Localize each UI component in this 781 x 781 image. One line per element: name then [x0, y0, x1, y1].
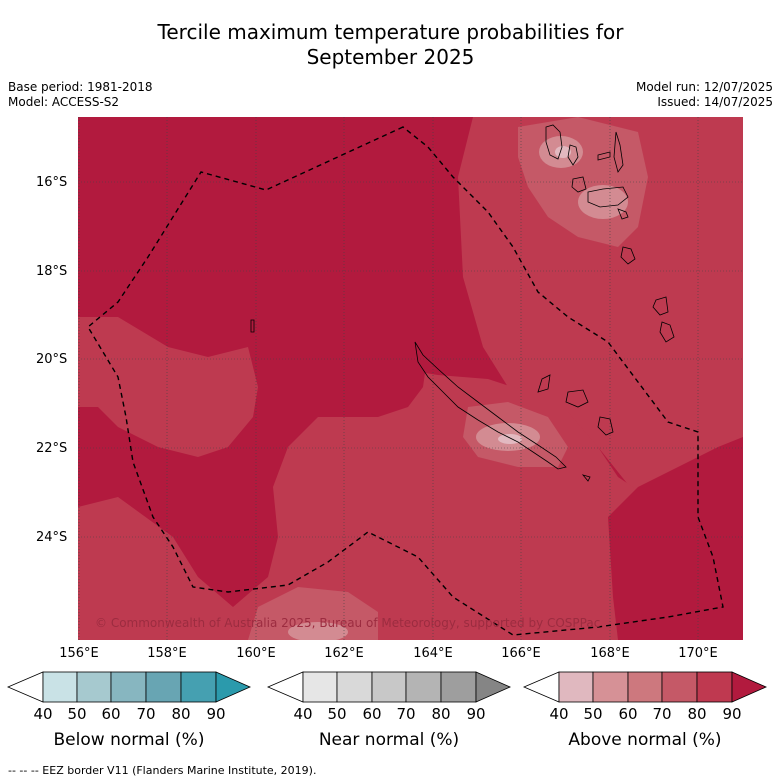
map-title: Tercile maximum temperature probabilitie… — [0, 20, 781, 70]
issued-date: Issued: 14/07/2025 — [657, 95, 773, 109]
tick-below-40: 40 — [33, 705, 53, 723]
copyright-text: © Commonwealth of Australia 2025, Bureau… — [95, 616, 600, 630]
colorbar-below-normal — [6, 671, 251, 703]
tick-above-40: 40 — [549, 705, 569, 723]
tick-near-80: 80 — [431, 705, 451, 723]
prob-region-70-south — [248, 587, 378, 640]
tick-near-70: 70 — [396, 705, 416, 723]
tick-below-70: 70 — [136, 705, 156, 723]
lon-label-156e: 156°E — [59, 646, 99, 661]
lon-label-162e: 162°E — [324, 646, 364, 661]
prob-region-80-central — [78, 367, 743, 640]
prob-region-90-central — [248, 117, 433, 417]
metadata-right: Model run: 12/07/2025 Issued: 14/07/2025 — [636, 80, 773, 110]
prob-region-80-west — [78, 317, 258, 457]
tick-near-90: 90 — [466, 705, 486, 723]
probability-map: © Commonwealth of Australia 2025, Bureau… — [78, 117, 743, 640]
tick-below-90: 90 — [206, 705, 226, 723]
base-period: Base period: 1981-2018 — [8, 80, 153, 94]
lat-label-22s: 22°S — [36, 441, 68, 456]
eez-border — [87, 126, 724, 636]
tick-near-60: 60 — [362, 705, 382, 723]
model-run: Model run: 12/07/2025 — [635, 80, 773, 94]
lat-label-20s: 20°S — [36, 352, 68, 367]
lat-label-24s: 24°S — [36, 530, 68, 545]
prob-region-60-vanuatu-south — [578, 185, 628, 219]
tick-above-50: 50 — [583, 705, 603, 723]
coastline-vanuatu — [545, 124, 675, 343]
tick-above-60: 60 — [618, 705, 638, 723]
metadata-left: Base period: 1981-2018 Model: ACCESS-S2 — [8, 80, 153, 110]
tick-above-70: 70 — [652, 705, 672, 723]
colorbar-near-normal — [266, 671, 511, 703]
tick-below-80: 80 — [171, 705, 191, 723]
lon-label-160e: 160°E — [236, 646, 276, 661]
coastline-new-caledonia — [250, 319, 614, 482]
lon-label-168e: 168°E — [590, 646, 630, 661]
model-name: Model: ACCESS-S2 — [8, 95, 120, 109]
title-line-1: Tercile maximum temperature probabilitie… — [157, 20, 624, 44]
tick-above-90: 90 — [722, 705, 742, 723]
tick-above-80: 80 — [687, 705, 707, 723]
lon-label-170e: 170°E — [678, 646, 718, 661]
tick-below-60: 60 — [101, 705, 121, 723]
prob-region-50-new-caledonia — [498, 434, 522, 444]
colorbar-title-near: Near normal (%) — [318, 730, 460, 750]
lon-label-158e: 158°E — [147, 646, 187, 661]
lat-label-16s: 16°S — [36, 175, 68, 190]
colorbar-title-above: Above normal (%) — [568, 730, 722, 750]
lon-label-166e: 166°E — [501, 646, 541, 661]
colorbar-above-normal — [522, 671, 767, 703]
prob-region-60-south — [288, 622, 348, 640]
tick-near-40: 40 — [293, 705, 313, 723]
lat-label-18s: 18°S — [36, 264, 68, 279]
colorbar-strip — [6, 671, 767, 703]
tick-below-50: 50 — [67, 705, 87, 723]
tick-near-50: 50 — [327, 705, 347, 723]
lon-label-164e: 164°E — [413, 646, 453, 661]
title-line-2: September 2025 — [306, 45, 475, 69]
prob-region-90-southeast — [608, 437, 743, 640]
colorbar-title-below: Below normal (%) — [53, 730, 205, 750]
eez-footnote: -- -- -- EEZ border V11 (Flanders Marine… — [8, 764, 317, 777]
gridlines — [78, 117, 743, 640]
